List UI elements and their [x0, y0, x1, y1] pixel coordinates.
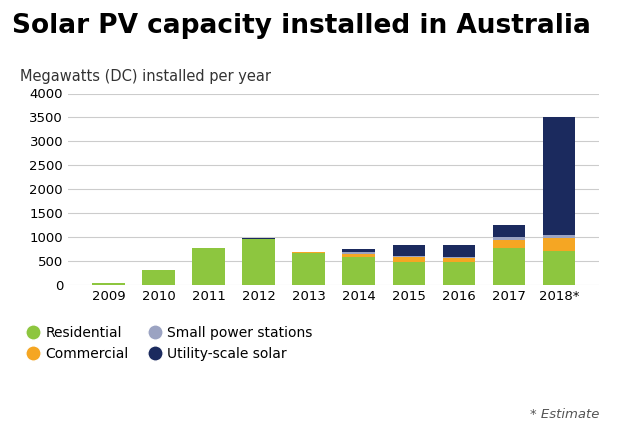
- Bar: [442, 245, 475, 257]
- Bar: [442, 258, 475, 262]
- Bar: [392, 245, 425, 256]
- Bar: [493, 240, 525, 248]
- Bar: [392, 262, 425, 285]
- Bar: [543, 235, 575, 238]
- Text: Megawatts (DC) installed per year: Megawatts (DC) installed per year: [20, 69, 271, 84]
- Bar: [342, 257, 375, 285]
- Bar: [292, 253, 325, 285]
- Legend: Residential, Commercial, Small power stations, Utility-scale solar: Residential, Commercial, Small power sta…: [27, 326, 313, 361]
- Bar: [543, 238, 575, 251]
- Bar: [442, 262, 475, 285]
- Bar: [342, 252, 375, 254]
- Bar: [342, 254, 375, 257]
- Bar: [192, 248, 225, 285]
- Bar: [392, 258, 425, 262]
- Bar: [493, 248, 525, 285]
- Bar: [292, 252, 325, 253]
- Bar: [342, 249, 375, 252]
- Bar: [493, 225, 525, 237]
- Bar: [543, 117, 575, 235]
- Bar: [493, 237, 525, 240]
- Bar: [543, 251, 575, 285]
- Bar: [242, 239, 275, 285]
- Bar: [442, 257, 475, 258]
- Bar: [92, 283, 125, 285]
- Text: Solar PV capacity installed in Australia: Solar PV capacity installed in Australia: [12, 13, 591, 39]
- Bar: [242, 238, 275, 239]
- Bar: [392, 256, 425, 258]
- Bar: [142, 270, 175, 285]
- Text: * Estimate: * Estimate: [530, 408, 599, 421]
